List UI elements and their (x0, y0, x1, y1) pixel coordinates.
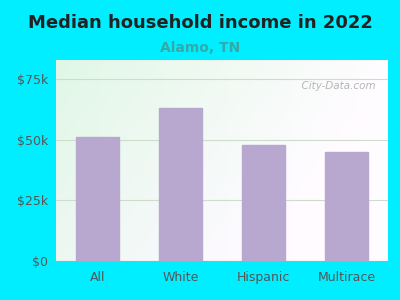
Text: Median household income in 2022: Median household income in 2022 (28, 14, 372, 32)
Bar (242, 145, 285, 261)
Bar (159, 108, 202, 261)
Bar (325, 152, 368, 261)
Text: City-Data.com: City-Data.com (295, 81, 376, 91)
Text: Alamo, TN: Alamo, TN (160, 40, 240, 55)
Bar (76, 137, 119, 261)
